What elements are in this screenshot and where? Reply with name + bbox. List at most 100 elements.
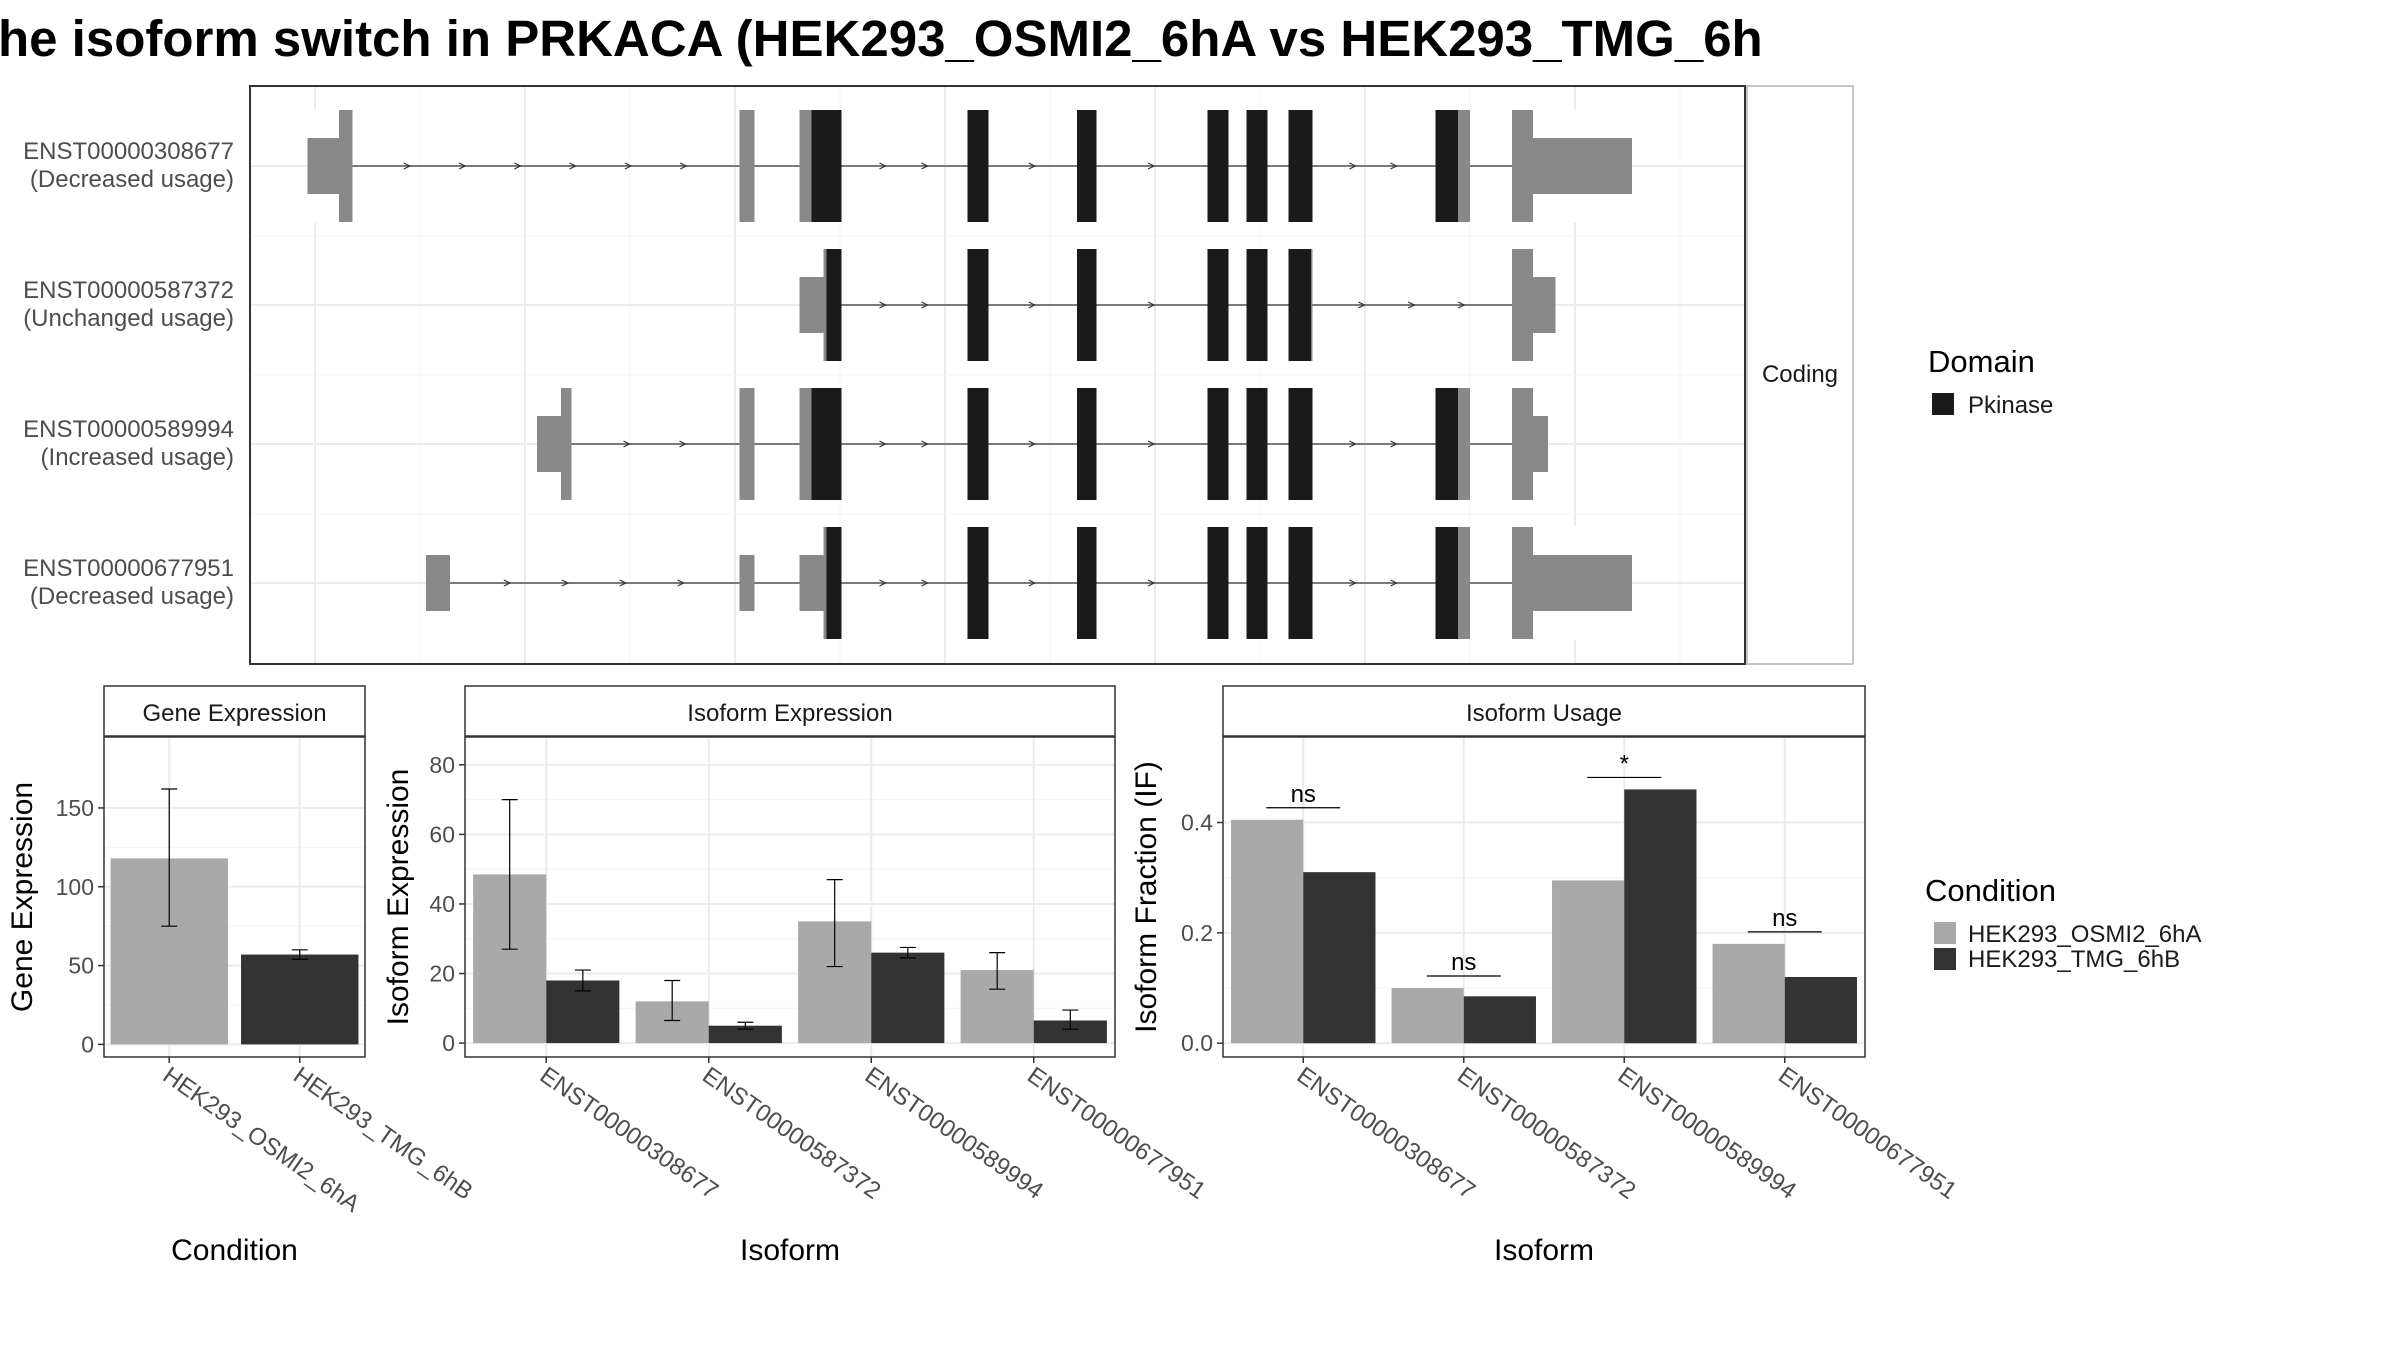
strip-label: Isoform Usage [1466,700,1622,727]
intron-arrow [1390,579,1398,587]
strip-box [1222,685,1866,737]
intron-arrow [921,162,929,170]
bar [1624,789,1697,1044]
pkinase-domain [1435,110,1458,222]
pkinase-domain [967,110,989,222]
transcript-label-id: ENST00000587372 [23,277,234,304]
exon [739,110,755,222]
intron-arrow [1349,162,1357,170]
intron-arrow [503,579,512,587]
panel-gene-expression: Gene Expression050100150HEK293_OSMI2_6hA… [6,685,478,1267]
bar [1712,943,1785,1044]
x-tick-label: ENST00000677951 [1022,1062,1210,1205]
intron-arrow [1028,162,1037,170]
utr-exon [1533,555,1632,611]
intron-arrow [921,301,929,309]
utr-exon [307,138,339,194]
figure-title: he isoform switch in PRKACA (HEK293_OSMI… [0,10,1763,67]
bar [1033,1020,1107,1044]
intron-arrow [1028,579,1037,587]
transcript-label-usage: (Decreased usage) [30,166,234,193]
strip-box [464,685,1116,737]
intron-arrow [623,440,631,448]
y-tick-label: 0.4 [1181,810,1213,836]
pkinase-domain [826,249,842,361]
pkinase-domain [1077,249,1097,361]
intron-arrow [879,440,887,448]
y-tick-label: 60 [429,821,455,847]
intron-arrow [1147,162,1156,170]
significance-label: ns [1451,949,1476,976]
bar [1231,819,1304,1044]
y-tick-label: 50 [68,953,94,979]
condition-legend-label-osmi: HEK293_OSMI2_6hA [1968,921,2201,948]
y-tick-label: 0.2 [1181,920,1213,946]
pkinase-domain [1246,527,1268,639]
intron-arrow [1407,301,1416,309]
utr-exon [799,277,824,333]
bar [1552,880,1625,1044]
y-tick-label: 80 [429,752,455,778]
condition-legend-title: Condition [1925,873,2056,908]
exon [739,388,755,500]
strip-box [103,685,366,737]
intron-arrow [561,579,570,587]
condition-legend: Condition HEK293_OSMI2_6hA HEK293_TMG_6h… [1925,873,2201,973]
transcript-label-id: ENST00000308677 [23,138,234,165]
utr-exon [799,555,824,611]
utr-exon [426,555,450,611]
bar [1391,988,1464,1044]
y-axis-title: Isoform Fraction (IF) [1130,761,1163,1033]
y-tick-label: 150 [56,795,94,821]
bar [1303,872,1376,1044]
panel-border [103,736,366,1058]
intron-arrow [569,162,577,170]
bar [1463,996,1536,1044]
intron-arrow [1358,301,1366,309]
strip-label: Isoform Expression [687,700,892,727]
condition-legend-key-tmg [1934,948,1956,970]
x-axis-title: Condition [171,1234,298,1267]
coding-strip-label: Coding [1762,361,1838,388]
gene-structure-panel: Coding ENST00000308677(Decreased usage)E… [23,85,1854,665]
x-tick-label: ENST00000308677 [535,1062,723,1205]
pkinase-domain [1288,249,1311,361]
pkinase-domain [1246,110,1268,222]
pkinase-domain [1246,249,1268,361]
domain-legend-title: Domain [1928,344,2035,379]
pkinase-domain [1288,110,1313,222]
intron-arrow [1349,440,1357,448]
pkinase-domain [811,388,842,500]
x-tick-label: ENST00000589994 [860,1062,1048,1205]
intron-arrow [403,162,412,170]
pkinase-domain [967,527,989,639]
pkinase-domain [1246,388,1268,500]
transcript-label-usage: (Unchanged usage) [23,305,234,332]
domain-legend-key-pkinase [1932,393,1954,415]
utr-exon [1533,416,1548,472]
intron-arrow [677,579,685,587]
significance-label: ns [1291,781,1316,808]
utr-exon [537,416,561,472]
transcript-label-usage: (Decreased usage) [30,583,234,610]
pkinase-domain [967,249,989,361]
panel-border [1222,736,1866,1058]
intron-arrow [1390,440,1398,448]
intron-arrow [879,162,887,170]
intron-arrow [879,301,887,309]
y-axis-title: Gene Expression [6,782,39,1012]
bar [241,954,359,1045]
pkinase-domain [1077,527,1097,639]
domain-legend: Domain Pkinase [1928,344,2053,419]
pkinase-domain [1207,249,1229,361]
utr-exon [1533,277,1556,333]
intron-arrow [921,579,929,587]
pkinase-domain [1207,110,1229,222]
pkinase-domain [1435,388,1458,500]
transcript-row-ENST00000308677 [307,109,1632,223]
domain-legend-label-pkinase: Pkinase [1968,392,2053,419]
intron-arrow [679,440,687,448]
transcript-label-id: ENST00000589994 [23,416,234,443]
panel-isoform-usage: Isoform Usagensns*ns0.00.20.4ENST0000030… [1130,685,1962,1267]
